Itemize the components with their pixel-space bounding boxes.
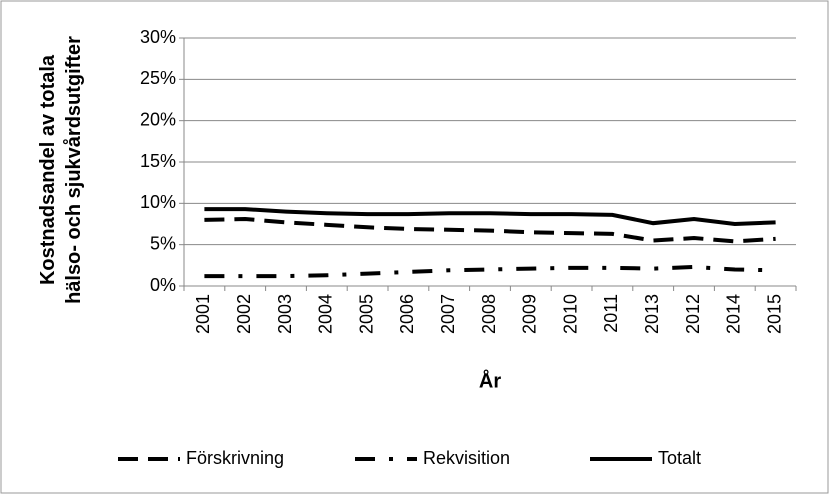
y-tick-label: 25% — [140, 68, 176, 88]
series-line — [204, 264, 776, 279]
y-tick-label: 0% — [150, 275, 176, 295]
x-tick-label: 2013 — [642, 294, 662, 334]
series-line — [204, 217, 776, 244]
x-tick-label: 2002 — [234, 294, 254, 334]
y-tick-label: 15% — [140, 151, 176, 171]
x-tick-label: 2014 — [724, 294, 744, 334]
x-axis-title: År — [479, 368, 501, 392]
x-tick-label: 2011 — [601, 294, 621, 333]
y-tick-label: 20% — [140, 109, 176, 129]
y-axis-title: Kostnadsandel av totala hälso- och sjukv… — [37, 36, 85, 304]
x-tick-label: 2006 — [397, 294, 417, 334]
y-tick-label: 10% — [140, 192, 176, 212]
x-tick-label: 2010 — [560, 294, 580, 334]
x-tick-label: 2008 — [479, 294, 499, 334]
x-tick-label: 2003 — [275, 294, 295, 334]
legend-label: Rekvisition — [423, 448, 510, 468]
x-tick-label: 2015 — [764, 294, 784, 334]
y-tick-label: 5% — [150, 233, 176, 253]
series-line — [204, 207, 776, 227]
x-tick-label: 2012 — [683, 294, 703, 334]
x-tick-label: 2009 — [520, 294, 540, 334]
legend-label: Förskrivning — [186, 448, 284, 468]
x-tick-label: 2004 — [316, 294, 336, 334]
x-tick-label: 2005 — [356, 294, 376, 334]
legend-label: Totalt — [658, 448, 701, 468]
y-tick-label: 30% — [140, 27, 176, 47]
x-tick-label: 2007 — [438, 294, 458, 334]
x-tick-label: 2001 — [193, 294, 213, 334]
